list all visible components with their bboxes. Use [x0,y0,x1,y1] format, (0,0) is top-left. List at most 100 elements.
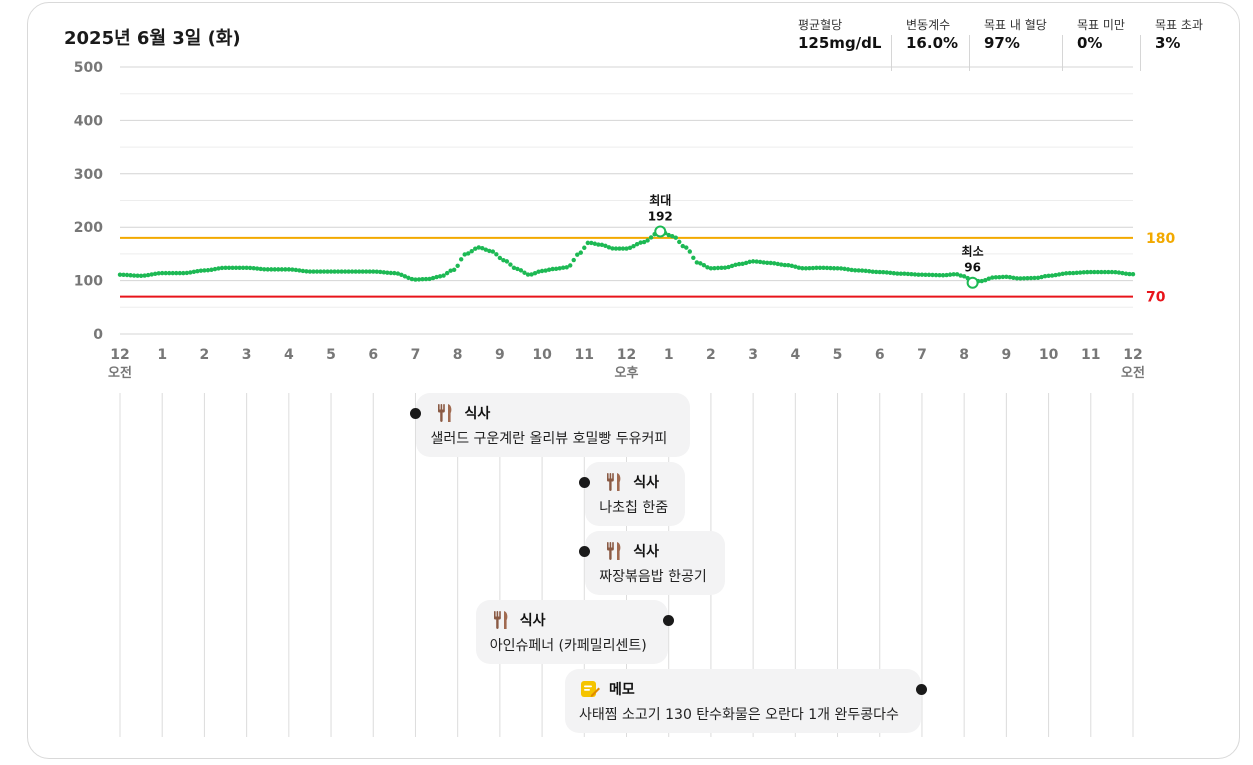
glucose-point [152,271,158,277]
glucose-point [772,261,777,266]
glucose-point [202,268,207,273]
event-title: 식사 [519,613,546,629]
glucose-point [195,268,200,274]
glucose-point [1021,276,1027,281]
glucose-point [392,270,397,276]
glucose-point [437,274,443,279]
x-tick-label: 2 [706,347,716,363]
glucose-point [852,268,858,273]
glucose-point [156,271,161,276]
glucose-point [1046,273,1051,278]
glucose-point [304,269,309,274]
glucose-point [349,269,355,274]
glucose-point [367,269,372,274]
glucose-point [757,259,763,265]
glucose-point [1074,270,1079,276]
glucose-point [874,269,879,275]
glucose-point [476,245,481,250]
glucose-point [824,265,830,271]
glucose-point [1000,274,1006,280]
glucose-point [842,266,847,272]
glucose-point [466,251,471,256]
glucose-point [997,274,1002,280]
glucose-point [149,272,154,277]
glucose-point [1092,269,1097,275]
glucose-point [342,269,348,274]
stat-divider [1140,35,1141,71]
x-tick-label: 7 [411,347,421,363]
glucose-point [487,248,492,254]
glucose-point [990,275,995,280]
glucose-point [462,252,467,257]
stat-value: 125mg/dL [798,34,882,52]
glucose-point [1123,271,1129,276]
glucose-point [269,267,274,272]
glucose-point [877,269,882,275]
glucose-point [884,270,889,275]
glucose-point [937,273,942,278]
glucose-point [314,269,320,274]
glucose-point [684,245,689,250]
stat-label: 변동계수 [906,18,951,32]
glucose-point [793,264,798,269]
glucose-point [321,269,327,274]
max-annotation-title: 최대 [649,192,671,207]
glucose-point [181,270,186,276]
glucose-point [571,257,576,263]
glucose-point [276,267,281,272]
glucose-point [170,270,175,276]
glucose-point [258,266,263,272]
glucose-point [578,250,583,255]
glucose-point [722,265,728,270]
glucose-point [483,247,489,252]
glucose-point [1025,275,1030,281]
glucose-point [986,276,991,281]
stat-value: 3% [1155,34,1181,52]
x-tick-label: 3 [242,347,252,363]
glucose-point [705,265,710,270]
glucose-point [441,273,446,278]
glucose-point [416,277,422,282]
glucose-point [543,268,548,273]
glucose-point [188,270,193,275]
glucose-point [402,274,408,279]
stat-coefficient-variation: 변동계수 16.0% [906,17,958,53]
stat-label: 목표 내 혈당 [984,18,1047,32]
glucose-point [458,257,464,262]
event-title: 메모 [608,682,635,698]
glucose-point [585,240,591,246]
glucose-point [1102,269,1108,275]
glucose-point [448,268,453,273]
meal-event-card[interactable]: 식사 아인슈페너 (카페밀리센트) [475,600,668,664]
glucose-point [694,260,700,265]
glucose-series [117,229,1136,284]
event-description: 사태찜 소고기 130 탄수화물은 오란다 1개 완두콩다수 [578,707,899,723]
meal-event-card[interactable]: 식사 샐러드 구운계란 올리뷰 호밀빵 두유커피 [416,393,691,457]
glucose-point [371,269,376,274]
x-tick-label: 11 [1081,347,1100,363]
glucose-point [912,272,918,277]
glucose-point [993,275,999,280]
glucose-point [223,265,228,270]
meal-event-card[interactable]: 식사 짜장볶음밥 한공기 [585,531,726,595]
meal-event-card[interactable]: 식사 나초칩 한줌 [585,462,686,526]
glucose-point [121,272,126,278]
glucose-point [930,272,935,278]
glucose-point [1127,271,1132,277]
glucose-point [866,269,872,274]
glucose-point [634,241,640,247]
glucose-point [536,269,541,274]
glucose-point [198,268,204,273]
y-tick-label: 500 [74,60,103,76]
glucose-point [1004,274,1009,280]
stat-label: 목표 초과 [1155,18,1203,32]
y-tick-label: 200 [74,220,103,236]
glucose-point [905,271,911,277]
glucose-point [209,267,214,272]
x-tick-label: 4 [790,347,800,363]
glucose-point [859,268,865,273]
stat-label: 목표 미만 [1077,18,1125,32]
glucose-point [374,269,379,274]
glucose-point [613,246,619,251]
